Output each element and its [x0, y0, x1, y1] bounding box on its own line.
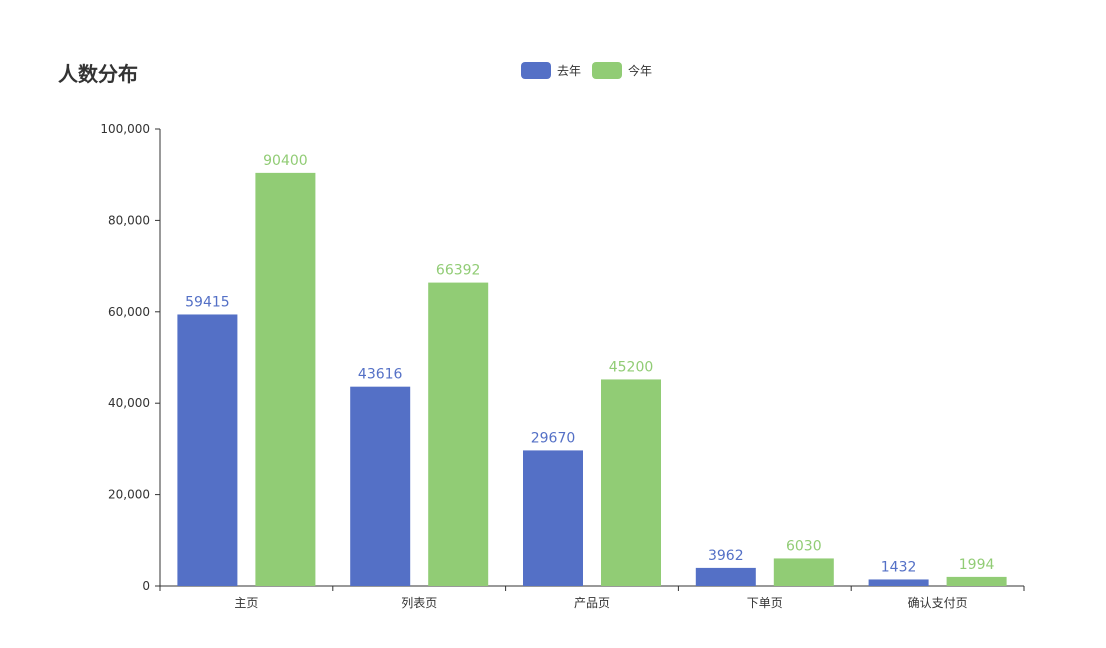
legend-label-last-year: 去年 [557, 64, 582, 78]
bar [350, 386, 411, 586]
bar-value-label: 90400 [263, 153, 308, 169]
bar-value-label: 29670 [531, 430, 576, 446]
bar [255, 172, 316, 586]
bar [946, 576, 1007, 586]
x-tick-label: 下单页 [747, 596, 783, 610]
bar [601, 379, 661, 586]
y-tick-label: 100,000 [100, 122, 150, 136]
chart-title: 人数分布 [58, 62, 138, 86]
x-tick-label: 产品页 [574, 596, 610, 610]
bar-value-label: 6030 [786, 538, 822, 554]
bar-value-label: 59415 [185, 294, 230, 310]
y-tick-label: 0 [142, 579, 150, 593]
x-tick-label: 确认支付页 [908, 596, 968, 610]
y-tick-label: 60,000 [108, 305, 150, 319]
bar-value-label: 1994 [959, 557, 995, 573]
bar-value-label: 66392 [436, 263, 481, 279]
bar [868, 579, 929, 586]
legend-item-this-year[interactable]: 今年 [592, 62, 652, 79]
y-tick-label: 40,000 [108, 396, 150, 410]
legend: 去年 今年 [521, 62, 663, 79]
legend-item-last-year[interactable]: 去年 [521, 62, 581, 79]
bar [695, 567, 756, 586]
y-tick-label: 80,000 [108, 213, 150, 227]
legend-swatch-this-year [592, 62, 623, 79]
y-tick-label: 20,000 [108, 488, 150, 502]
bar-value-label: 1432 [881, 559, 917, 575]
legend-label-this-year: 今年 [628, 64, 653, 78]
bar-value-label: 43616 [358, 367, 403, 383]
x-tick-label: 列表页 [401, 596, 437, 610]
bar [523, 450, 583, 586]
bar [177, 314, 238, 586]
x-tick-label: 主页 [234, 596, 258, 610]
legend-swatch-last-year [521, 62, 551, 79]
bar-value-label: 45200 [609, 359, 654, 375]
bar [773, 558, 834, 586]
bar-value-label: 3962 [708, 548, 744, 564]
bar [428, 282, 489, 586]
